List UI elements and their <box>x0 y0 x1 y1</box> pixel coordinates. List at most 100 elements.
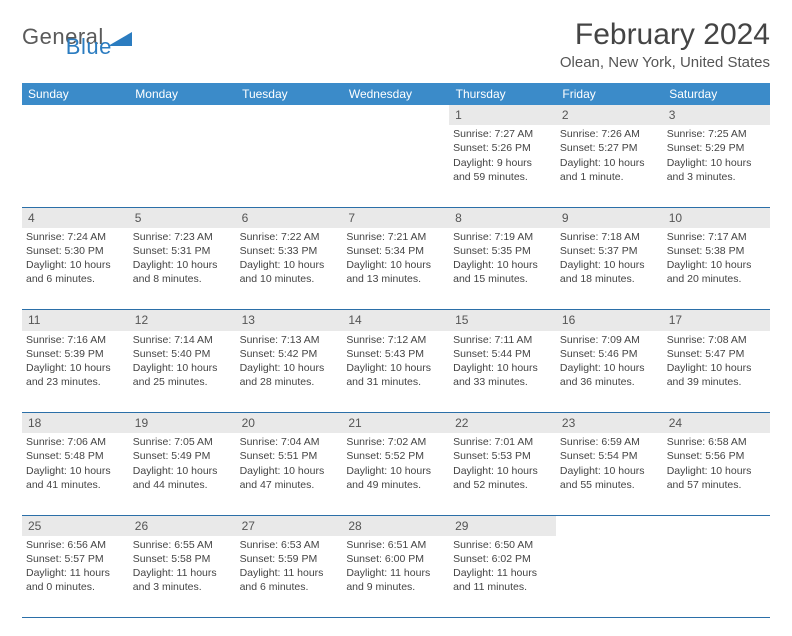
day-number-cell: 23 <box>556 413 663 434</box>
sunrise-text: Sunrise: 7:02 AM <box>346 435 445 449</box>
day-info-cell: Sunrise: 7:11 AMSunset: 5:44 PMDaylight:… <box>449 331 556 413</box>
day-number-cell: 11 <box>22 310 129 331</box>
sunset-text: Sunset: 5:31 PM <box>133 244 232 258</box>
day-info-row: Sunrise: 7:24 AMSunset: 5:30 PMDaylight:… <box>22 228 770 310</box>
sunset-text: Sunset: 5:56 PM <box>667 449 766 463</box>
day-number-cell: 9 <box>556 207 663 228</box>
daylight-text: Daylight: 10 hours and 28 minutes. <box>240 361 339 389</box>
sunrise-text: Sunrise: 7:12 AM <box>346 333 445 347</box>
sunset-text: Sunset: 5:53 PM <box>453 449 552 463</box>
day-number-cell: 17 <box>663 310 770 331</box>
day-info-cell: Sunrise: 6:58 AMSunset: 5:56 PMDaylight:… <box>663 433 770 515</box>
daynum-row: 123 <box>22 105 770 125</box>
daylight-text: Daylight: 10 hours and 20 minutes. <box>667 258 766 286</box>
calendar-body: 123Sunrise: 7:27 AMSunset: 5:26 PMDaylig… <box>22 105 770 618</box>
sunrise-text: Sunrise: 7:06 AM <box>26 435 125 449</box>
daylight-text: Daylight: 11 hours and 9 minutes. <box>346 566 445 594</box>
day-number-cell: 22 <box>449 413 556 434</box>
day-number-cell <box>663 515 770 536</box>
daylight-text: Daylight: 10 hours and 1 minute. <box>560 156 659 184</box>
sunset-text: Sunset: 5:44 PM <box>453 347 552 361</box>
sunrise-text: Sunrise: 7:09 AM <box>560 333 659 347</box>
sunrise-text: Sunrise: 6:56 AM <box>26 538 125 552</box>
daylight-text: Daylight: 10 hours and 8 minutes. <box>133 258 232 286</box>
sunset-text: Sunset: 5:27 PM <box>560 141 659 155</box>
day-info-row: Sunrise: 7:27 AMSunset: 5:26 PMDaylight:… <box>22 125 770 207</box>
day-info-cell: Sunrise: 6:59 AMSunset: 5:54 PMDaylight:… <box>556 433 663 515</box>
sunset-text: Sunset: 6:02 PM <box>453 552 552 566</box>
page-title: February 2024 <box>560 18 770 52</box>
day-info-cell: Sunrise: 7:13 AMSunset: 5:42 PMDaylight:… <box>236 331 343 413</box>
day-info-cell: Sunrise: 7:02 AMSunset: 5:52 PMDaylight:… <box>342 433 449 515</box>
sunset-text: Sunset: 5:40 PM <box>133 347 232 361</box>
daylight-text: Daylight: 10 hours and 31 minutes. <box>346 361 445 389</box>
day-number-cell <box>556 515 663 536</box>
sunrise-text: Sunrise: 6:58 AM <box>667 435 766 449</box>
weekday-header: Thursday <box>449 83 556 105</box>
daylight-text: Daylight: 10 hours and 47 minutes. <box>240 464 339 492</box>
day-info-cell: Sunrise: 7:01 AMSunset: 5:53 PMDaylight:… <box>449 433 556 515</box>
day-info-cell: Sunrise: 7:06 AMSunset: 5:48 PMDaylight:… <box>22 433 129 515</box>
day-number-cell: 28 <box>342 515 449 536</box>
daylight-text: Daylight: 10 hours and 10 minutes. <box>240 258 339 286</box>
day-info-cell: Sunrise: 7:05 AMSunset: 5:49 PMDaylight:… <box>129 433 236 515</box>
sunrise-text: Sunrise: 7:21 AM <box>346 230 445 244</box>
logo: General Blue <box>22 24 182 50</box>
day-info-cell: Sunrise: 7:09 AMSunset: 5:46 PMDaylight:… <box>556 331 663 413</box>
sunrise-text: Sunrise: 7:01 AM <box>453 435 552 449</box>
sunset-text: Sunset: 5:54 PM <box>560 449 659 463</box>
sunrise-text: Sunrise: 7:18 AM <box>560 230 659 244</box>
daylight-text: Daylight: 11 hours and 6 minutes. <box>240 566 339 594</box>
calendar-page: General Blue February 2024 Olean, New Yo… <box>0 0 792 636</box>
calendar-head: SundayMondayTuesdayWednesdayThursdayFrid… <box>22 83 770 105</box>
day-number-cell: 21 <box>342 413 449 434</box>
day-number-cell: 29 <box>449 515 556 536</box>
day-info-cell: Sunrise: 7:21 AMSunset: 5:34 PMDaylight:… <box>342 228 449 310</box>
day-info-cell: Sunrise: 7:22 AMSunset: 5:33 PMDaylight:… <box>236 228 343 310</box>
day-info-row: Sunrise: 6:56 AMSunset: 5:57 PM Daylight:… <box>22 536 770 618</box>
weekday-header: Saturday <box>663 83 770 105</box>
day-info-cell: Sunrise: 7:25 AMSunset: 5:29 PMDaylight:… <box>663 125 770 207</box>
sunset-text: Sunset: 5:49 PM <box>133 449 232 463</box>
logo-text-b: Blue <box>66 34 112 59</box>
sunset-text: Sunset: 5:57 PM <box>26 552 125 566</box>
day-info-cell: Sunrise: 7:26 AMSunset: 5:27 PMDaylight:… <box>556 125 663 207</box>
sunset-text: Sunset: 5:39 PM <box>26 347 125 361</box>
day-info-cell <box>22 125 129 207</box>
daylight-text: Daylight: 10 hours and 41 minutes. <box>26 464 125 492</box>
daylight-text: Daylight: 10 hours and 36 minutes. <box>560 361 659 389</box>
sunrise-text: Sunrise: 7:17 AM <box>667 230 766 244</box>
daylight-text: Daylight: 11 hours and 11 minutes. <box>453 566 552 594</box>
sunrise-text: Sunrise: 6:53 AM <box>240 538 339 552</box>
day-number-cell: 25 <box>22 515 129 536</box>
daylight-text: Daylight: 10 hours and 6 minutes. <box>26 258 125 286</box>
day-info-cell: Sunrise: 7:24 AMSunset: 5:30 PMDaylight:… <box>22 228 129 310</box>
day-number-cell: 15 <box>449 310 556 331</box>
daylight-text: Daylight: 10 hours and 25 minutes. <box>133 361 232 389</box>
daylight-text: Daylight: 10 hours and 52 minutes. <box>453 464 552 492</box>
day-number-cell: 26 <box>129 515 236 536</box>
header: General Blue February 2024 Olean, New Yo… <box>22 18 770 71</box>
sunset-text: Sunset: 5:33 PM <box>240 244 339 258</box>
title-block: February 2024 Olean, New York, United St… <box>560 18 770 71</box>
day-number-cell: 5 <box>129 207 236 228</box>
day-info-cell <box>556 536 663 618</box>
sunrise-text: Sunrise: 7:11 AM <box>453 333 552 347</box>
sunset-text: Sunset: 5:51 PM <box>240 449 339 463</box>
sunset-text: Sunset: 5:37 PM <box>560 244 659 258</box>
weekday-header: Friday <box>556 83 663 105</box>
daynum-row: 11121314151617 <box>22 310 770 331</box>
day-info-cell: Sunrise: 7:04 AMSunset: 5:51 PMDaylight:… <box>236 433 343 515</box>
day-info-cell: Sunrise: 6:56 AMSunset: 5:57 PMDaylight:… <box>22 536 129 618</box>
sunrise-text: Sunrise: 7:22 AM <box>240 230 339 244</box>
sunrise-text: Sunrise: 7:23 AM <box>133 230 232 244</box>
day-info-cell: Sunrise: 7:16 AMSunset: 5:39 PMDaylight:… <box>22 331 129 413</box>
day-info-row: Sunrise: 7:16 AMSunset: 5:39 PMDaylight:… <box>22 331 770 413</box>
day-number-cell: 1 <box>449 105 556 125</box>
daynum-row: 45678910 <box>22 207 770 228</box>
daylight-text: Daylight: 10 hours and 18 minutes. <box>560 258 659 286</box>
daylight-text: Daylight: 9 hours and 59 minutes. <box>453 156 552 184</box>
day-number-cell: 8 <box>449 207 556 228</box>
sunrise-text: Sunrise: 7:04 AM <box>240 435 339 449</box>
sunrise-text: Sunrise: 7:08 AM <box>667 333 766 347</box>
